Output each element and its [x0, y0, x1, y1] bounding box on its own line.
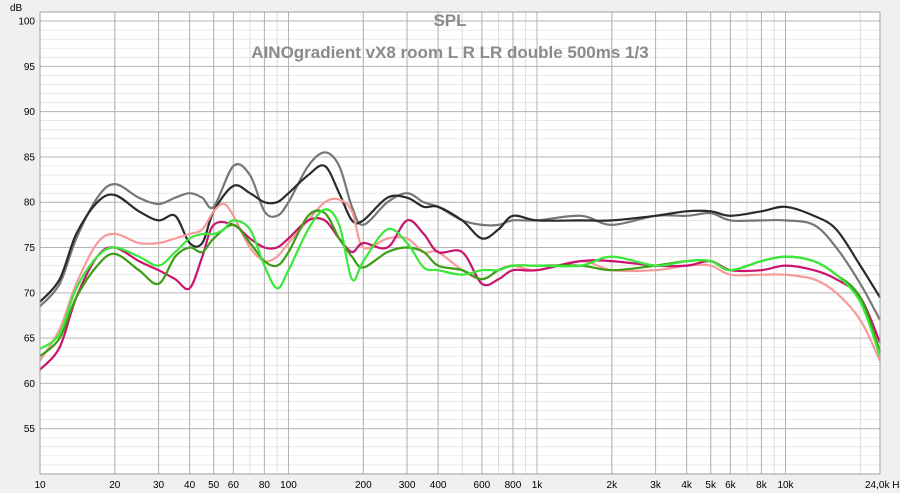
x-tick-label: 300: [399, 480, 416, 491]
x-tick-label: 40: [184, 480, 196, 491]
x-tick-label: 4k: [681, 480, 693, 491]
x-tick-label: 1k: [532, 480, 544, 491]
x-tick-label: 8k: [756, 480, 768, 491]
x-tick-label: 3k: [650, 480, 662, 491]
x-tick-label: 30: [153, 480, 165, 491]
chart-subtitle: AINOgradient vX8 room L R LR double 500m…: [251, 43, 648, 62]
y-tick-label: 55: [24, 424, 36, 435]
series-line-3: [39, 197, 881, 362]
x-tick-label: 200: [355, 480, 372, 491]
series-line-6: [39, 208, 882, 357]
y-tick-label: 85: [24, 152, 36, 163]
x-tick-label: 10k: [777, 480, 794, 491]
major-gridlines: [40, 12, 880, 474]
series-line-1: [39, 151, 881, 321]
y-tick-label: 80: [24, 198, 36, 209]
y-tick-label: 70: [24, 288, 36, 299]
x-tick-label: 60: [228, 480, 240, 491]
x-tick-label: 80: [259, 480, 271, 491]
x-axis-ticks: 10 20 30 40 50 60 80 100 200 300 400 600 800 1k 2k 3k 4k…: [34, 480, 900, 491]
y-tick-label: 100: [18, 17, 35, 28]
x-tick-label: 50: [208, 480, 220, 491]
y-tick-label: 65: [24, 334, 36, 345]
plot-area: [40, 12, 880, 474]
chart-title: SPL: [433, 11, 466, 30]
y-axis-ticks: 100 95 90 85 80 75 70 65 60 55: [18, 17, 35, 436]
x-tick-label: 100: [280, 480, 297, 491]
series-lines: [39, 151, 882, 371]
x-tick-label: 10: [34, 480, 46, 491]
x-tick-label: 400: [430, 480, 447, 491]
x-tick-label: 20: [109, 480, 121, 491]
y-tick-label: 95: [24, 62, 36, 73]
y-axis-label: dB: [10, 3, 23, 14]
x-tick-label: 24,0k Hz: [865, 480, 900, 491]
x-tick-label: 800: [505, 480, 522, 491]
y-tick-label: 60: [24, 379, 36, 390]
y-tick-label: 75: [24, 243, 36, 254]
x-tick-label: 2k: [607, 480, 619, 491]
x-tick-label: 6k: [725, 480, 737, 491]
x-tick-label: 5k: [705, 480, 717, 491]
y-tick-label: 90: [24, 107, 36, 118]
plot-frame: [39, 11, 881, 475]
series-line-2: [39, 164, 881, 303]
x-tick-label: 600: [474, 480, 491, 491]
